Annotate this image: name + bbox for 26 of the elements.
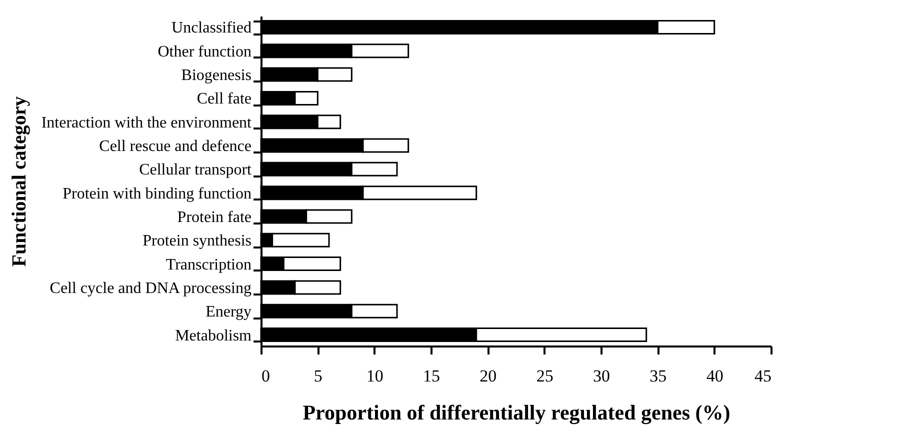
x-tick-label: 35 xyxy=(650,366,667,386)
y-tick-label: Interaction with the environment xyxy=(41,114,252,132)
y-tick-label: Unclassified xyxy=(172,20,252,37)
y-axis-title: Functional category xyxy=(8,96,30,267)
y-tick-label: Protein with binding function xyxy=(62,185,252,202)
x-tick-label: 0 xyxy=(262,366,270,386)
x-tick-label: 30 xyxy=(593,366,610,386)
y-tick-label: Protein fate xyxy=(177,208,252,226)
y-tick-label: Transcription xyxy=(166,256,252,274)
y-tick-label: Cell rescue and defence xyxy=(99,138,252,156)
x-tick-label: 25 xyxy=(536,366,554,386)
y-tick-label: Protein synthesis xyxy=(142,232,252,250)
x-tick-label: 40 xyxy=(706,366,724,386)
y-tick-label: Biogenesis xyxy=(181,67,252,84)
x-tick-label: 15 xyxy=(423,366,440,386)
y-tick-label: Cellular transport xyxy=(139,162,252,179)
y-tick-label: Cell cycle and DNA processing xyxy=(50,280,252,297)
y-tick-label: Energy xyxy=(206,304,252,321)
x-tick-label: 20 xyxy=(480,366,497,386)
x-tick-label: 45 xyxy=(754,366,772,386)
x-tick-label: 10 xyxy=(366,366,384,386)
y-tick-label: Cell fate xyxy=(196,90,252,108)
y-tick-label: Other function xyxy=(158,43,252,60)
x-axis-title: Proportion of differentially regulated genes (%) xyxy=(302,400,730,424)
x-tick-label: 5 xyxy=(314,366,322,386)
y-tick-label: Metabolism xyxy=(175,327,252,344)
